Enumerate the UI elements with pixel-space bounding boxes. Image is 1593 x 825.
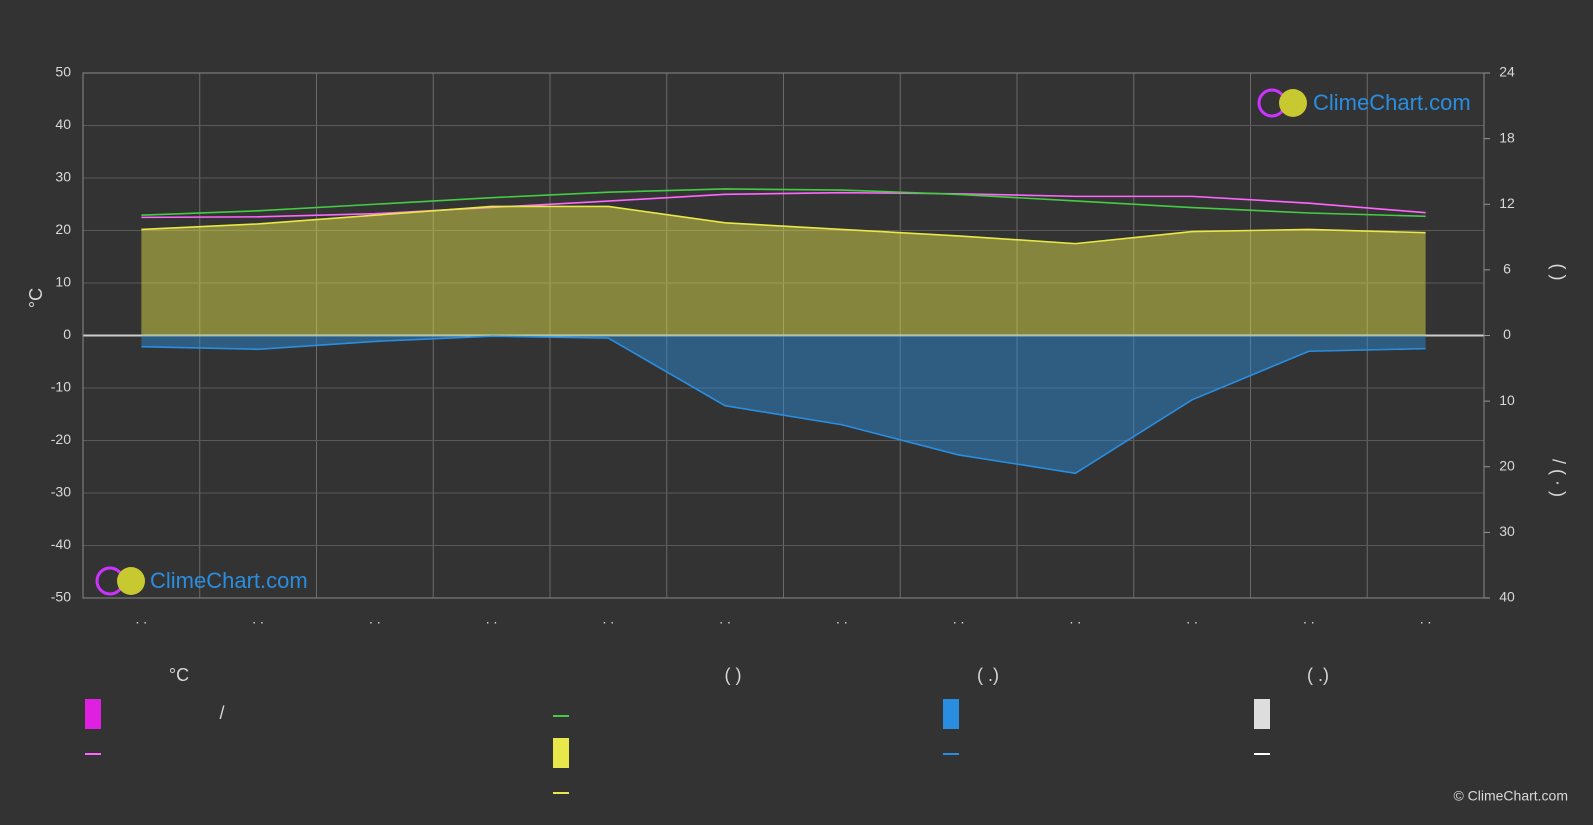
legend-swatch <box>943 753 959 755</box>
legend-swatch <box>85 753 101 755</box>
y3-tick-label: 40 <box>1499 589 1515 605</box>
y3-axis-label: / ( · ) <box>1548 459 1568 497</box>
y-tick-label: 20 <box>55 221 71 237</box>
legend-swatch <box>553 715 569 717</box>
logo-bottom: ClimeChart.com <box>95 566 308 596</box>
legend-swatch <box>553 738 569 768</box>
x-tick-label: . . <box>719 611 731 627</box>
legend-swatch <box>553 792 569 794</box>
y-tick-label: -10 <box>51 379 71 395</box>
legend-header: ( .) <box>1307 665 1329 685</box>
y2-axis-label: ( ) <box>1548 264 1568 281</box>
x-tick-label: . . <box>486 611 498 627</box>
y-axis-label: °C <box>26 288 46 308</box>
x-tick-label: . . <box>136 611 148 627</box>
y-tick-label: 10 <box>55 274 71 290</box>
plot-frame <box>82 72 1485 599</box>
x-tick-label: . . <box>1420 611 1432 627</box>
y-tick-label: 40 <box>55 116 71 132</box>
legend-header: °C <box>169 665 189 685</box>
y-tick-label: 30 <box>55 169 71 185</box>
y-tick-label: -30 <box>51 484 71 500</box>
y2-tick-label: 6 <box>1503 261 1511 277</box>
y-tick-label: -50 <box>51 589 71 605</box>
x-tick-label: . . <box>603 611 615 627</box>
y-tick-label: 50 <box>55 64 71 80</box>
logo-text: ClimeChart.com <box>150 568 308 593</box>
copyright: © ClimeChart.com <box>1453 788 1568 804</box>
logo-sun <box>117 567 145 595</box>
series-line <box>141 205 1426 245</box>
x-tick-label: . . <box>1303 611 1315 627</box>
logo-top: ClimeChart.com <box>1257 88 1471 118</box>
y-tick-label: 0 <box>63 326 71 342</box>
y3-tick-label: 10 <box>1499 392 1515 408</box>
y2-tick-label: 18 <box>1499 129 1515 145</box>
x-tick-label: . . <box>1186 611 1198 627</box>
y2-tick-label: 12 <box>1499 195 1515 211</box>
area <box>141 335 1426 474</box>
series-line <box>141 335 1426 475</box>
x-tick-label: . . <box>1070 611 1082 627</box>
area <box>141 206 1426 336</box>
x-tick-label: . . <box>252 611 264 627</box>
y3-tick-label: 20 <box>1499 457 1515 473</box>
x-tick-label: . . <box>369 611 381 627</box>
legend-header: ( .) <box>977 665 999 685</box>
y-tick-label: -20 <box>51 431 71 447</box>
legend: °C ( ) ( .) ( .) / <box>85 665 1329 794</box>
y2-tick-label: 0 <box>1503 326 1511 342</box>
legend-swatch <box>85 699 101 729</box>
plot-area: -50 -40 -30 -20 -10 0 10 20 30 40 50 0 6 12 18 24 10 20 30… <box>51 64 1515 627</box>
legend-swatch <box>1254 699 1270 729</box>
series-line <box>141 191 1426 219</box>
legend-swatch <box>943 699 959 729</box>
legend-header: ( ) <box>725 665 742 685</box>
y-tick-label: -40 <box>51 536 71 552</box>
x-tick-label: . . <box>836 611 848 627</box>
series-line <box>141 188 1426 218</box>
logo-text: ClimeChart.com <box>1313 90 1471 115</box>
y3-tick-label: 30 <box>1499 523 1515 539</box>
logo-sun <box>1279 89 1307 117</box>
x-tick-label: . . <box>953 611 965 627</box>
y2-tick-label: 24 <box>1499 64 1515 80</box>
legend-swatch <box>1254 753 1270 755</box>
legend-text: / <box>219 703 224 723</box>
